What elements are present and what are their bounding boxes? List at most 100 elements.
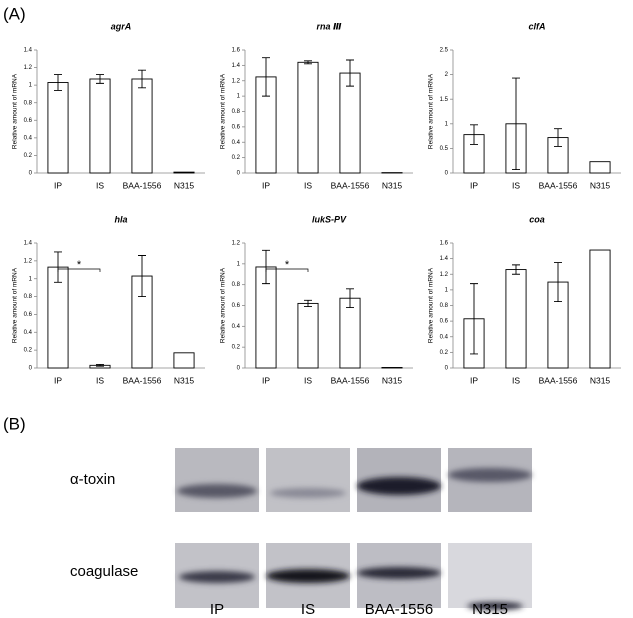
y-tick-label: 0.2	[24, 153, 33, 159]
y-tick-label: 1	[445, 287, 449, 293]
error-bar	[96, 363, 104, 367]
error-bar	[54, 74, 62, 91]
y-tick-label: 1.2	[24, 65, 33, 71]
x-tick-label: N315	[590, 375, 611, 385]
y-tick-label: 0	[29, 366, 33, 372]
y-tick-label: 0.6	[24, 118, 33, 124]
error-bar	[96, 74, 104, 84]
bar	[173, 352, 195, 369]
y-tick-label: 0.4	[24, 330, 33, 336]
blot-lane-label: N315	[472, 601, 508, 618]
bar	[339, 72, 361, 174]
x-tick-label: IP	[470, 375, 478, 385]
y-tick-label: 0	[237, 366, 241, 372]
panel-label: (B)	[3, 414, 26, 433]
y-tick-label: 0.2	[232, 345, 241, 351]
y-tick-label: 0.2	[232, 155, 241, 161]
error-bar	[304, 60, 312, 65]
blot-band	[179, 571, 255, 583]
y-tick-label: 1.4	[24, 241, 33, 247]
y-tick-label: 1.2	[440, 272, 449, 278]
error-bar	[262, 249, 270, 285]
y-tick-label: 0.2	[24, 348, 33, 354]
y-tick-label: 0.8	[440, 303, 449, 309]
y-tick-label: 1.6	[232, 48, 241, 54]
y-tick-label: 0.6	[232, 124, 241, 130]
bar	[297, 302, 319, 369]
x-tick-label: BAA-1556	[123, 180, 162, 190]
bar	[131, 78, 153, 174]
blot-band	[357, 477, 441, 495]
y-tick-label: 1	[445, 121, 449, 127]
bar	[173, 171, 195, 174]
y-axis-label: Relative amount of mRNA	[220, 267, 227, 343]
y-tick-label: 1.2	[232, 241, 241, 247]
y-tick-label: 0.6	[232, 303, 241, 309]
chart-title: rna Ⅲ	[316, 21, 342, 31]
error-bar	[554, 262, 562, 303]
y-tick-label: 0.4	[232, 324, 241, 330]
y-tick-label: 1.2	[232, 78, 241, 84]
y-tick-label: 1.4	[440, 256, 449, 262]
x-tick-label: N315	[382, 180, 403, 190]
y-tick-label: 0.6	[24, 312, 33, 318]
blot-band	[357, 567, 441, 579]
y-tick-label: 2.5	[440, 48, 449, 54]
bar	[589, 249, 611, 369]
x-tick-label: IP	[54, 375, 62, 385]
y-tick-label: 0.8	[24, 294, 33, 300]
y-tick-label: 0.4	[232, 140, 241, 146]
chart-title: clfA	[528, 21, 545, 31]
x-tick-label: N315	[174, 375, 195, 385]
error-bar	[138, 69, 146, 89]
blot-lane-label: IP	[210, 601, 224, 618]
y-tick-label: 0.6	[440, 319, 449, 325]
error-bar	[470, 283, 478, 355]
bar	[589, 161, 611, 174]
blot-lane	[266, 448, 350, 512]
y-axis-label: Relative amount of mRNA	[12, 73, 19, 149]
error-bar	[304, 299, 312, 307]
bar	[339, 297, 361, 369]
blot-band	[448, 468, 532, 482]
significance-bracket	[265, 268, 309, 272]
error-bar	[346, 288, 354, 309]
y-tick-label: 0	[237, 171, 241, 177]
error-bar	[262, 57, 270, 97]
x-tick-label: IS	[512, 375, 520, 385]
x-tick-label: IP	[262, 180, 270, 190]
y-tick-label: 1.2	[24, 258, 33, 264]
y-tick-label: 0.2	[440, 350, 449, 356]
blot-band	[266, 569, 350, 583]
chart-title: coa	[529, 214, 545, 224]
y-tick-label: 1.5	[440, 97, 449, 103]
x-tick-label: IS	[304, 375, 312, 385]
blot-band	[467, 602, 523, 610]
x-tick-label: IP	[470, 180, 478, 190]
y-tick-label: 0.8	[24, 100, 33, 106]
error-bar	[54, 251, 62, 283]
x-tick-label: N315	[174, 180, 195, 190]
x-tick-label: BAA-1556	[539, 375, 578, 385]
blot-lane	[448, 543, 532, 608]
y-tick-label: 0.8	[232, 109, 241, 115]
y-tick-label: 0	[445, 171, 449, 177]
x-tick-label: BAA-1556	[331, 180, 370, 190]
panel-label: (A)	[3, 4, 26, 23]
bar	[297, 61, 319, 174]
blot-row-label: α-toxin	[70, 471, 115, 488]
error-bar	[512, 264, 520, 275]
y-tick-label: 1.4	[24, 48, 33, 54]
y-axis-label: Relative amount of mRNA	[428, 267, 435, 343]
y-tick-label: 1	[29, 276, 33, 282]
x-tick-label: BAA-1556	[331, 375, 370, 385]
error-bar	[554, 128, 562, 147]
x-tick-label: IP	[54, 180, 62, 190]
blot-band	[177, 484, 257, 498]
y-axis-label: Relative amount of mRNA	[428, 73, 435, 149]
x-tick-label: N315	[590, 180, 611, 190]
bar	[381, 367, 403, 369]
y-tick-label: 1	[237, 94, 241, 100]
significance-mark: *	[285, 259, 290, 271]
